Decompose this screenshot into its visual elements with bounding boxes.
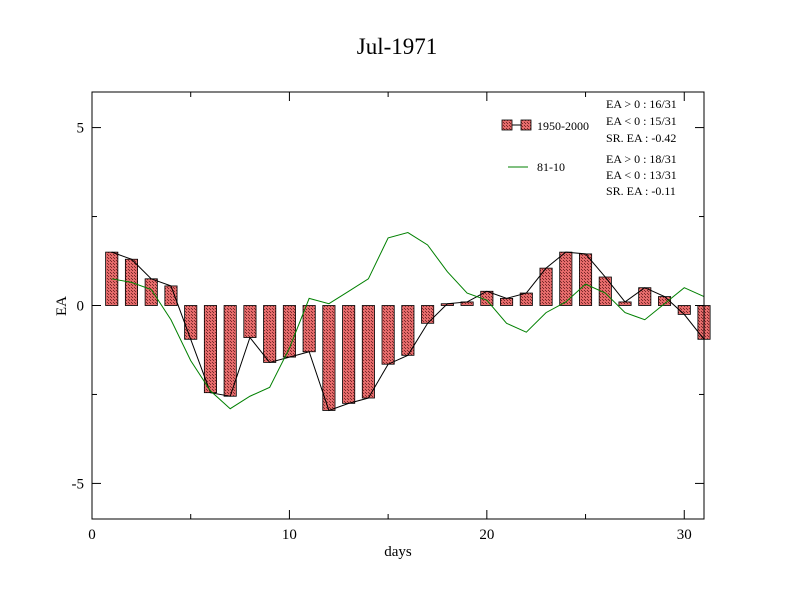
- bar-day-10: [282, 305, 296, 358]
- y-tick-label-5: 5: [77, 121, 85, 137]
- bar-day-25: [579, 253, 593, 306]
- bar-day-13: [342, 305, 356, 404]
- legend-stat-1950-2000-sr: SR. EA : -0.42: [606, 131, 676, 145]
- y-axis-label: EA: [54, 296, 70, 316]
- bar-day-15: [381, 305, 395, 365]
- bar-day-3: [144, 278, 158, 306]
- y-tick-label-0: 0: [77, 299, 85, 315]
- x-tick-label-10: 10: [282, 527, 297, 543]
- legend-label-1950-2000: 1950-2000: [537, 119, 589, 133]
- x-tick-label-20: 20: [479, 527, 494, 543]
- legend: 1950-2000 EA > 0 : 16/31 EA < 0 : 15/31 …: [501, 97, 677, 198]
- y-tick-label--5: -5: [72, 476, 85, 492]
- bar-day-12: [322, 305, 336, 411]
- series-line-81-10: [111, 232, 705, 410]
- bar-day-21: [500, 297, 514, 306]
- x-tick-label-30: 30: [677, 527, 692, 543]
- x-axis: 0 10 20 30: [88, 92, 692, 543]
- legend-stat-81-10-pos: EA > 0 : 18/31: [606, 152, 677, 166]
- plot-area: [105, 232, 711, 412]
- legend-label-81-10: 81-10: [537, 160, 565, 174]
- legend-stat-1950-2000-neg: EA < 0 : 15/31: [606, 114, 677, 128]
- legend-swatch-1950-2000-left: [501, 119, 513, 131]
- bar-day-9: [263, 305, 277, 363]
- bar-day-8: [243, 305, 257, 338]
- bar-day-4: [164, 285, 178, 306]
- x-tick-label-0: 0: [88, 527, 96, 543]
- legend-stat-81-10-neg: EA < 0 : 13/31: [606, 168, 677, 182]
- bar-day-6: [203, 305, 217, 394]
- x-axis-label: days: [384, 544, 412, 560]
- legend-stat-1950-2000-pos: EA > 0 : 16/31: [606, 97, 677, 111]
- y-axis: -5 0 5: [72, 121, 704, 492]
- legend-swatch-1950-2000-right: [520, 119, 532, 131]
- bar-day-17: [421, 305, 435, 324]
- bar-day-22: [519, 292, 533, 306]
- bar-day-11: [302, 305, 316, 353]
- bar-day-14: [361, 305, 375, 399]
- legend-stat-81-10-sr: SR. EA : -0.11: [606, 184, 676, 198]
- series-line-1950-2000: [111, 251, 705, 412]
- bar-day-5: [184, 305, 198, 340]
- chart-title: Jul-1971: [357, 34, 438, 59]
